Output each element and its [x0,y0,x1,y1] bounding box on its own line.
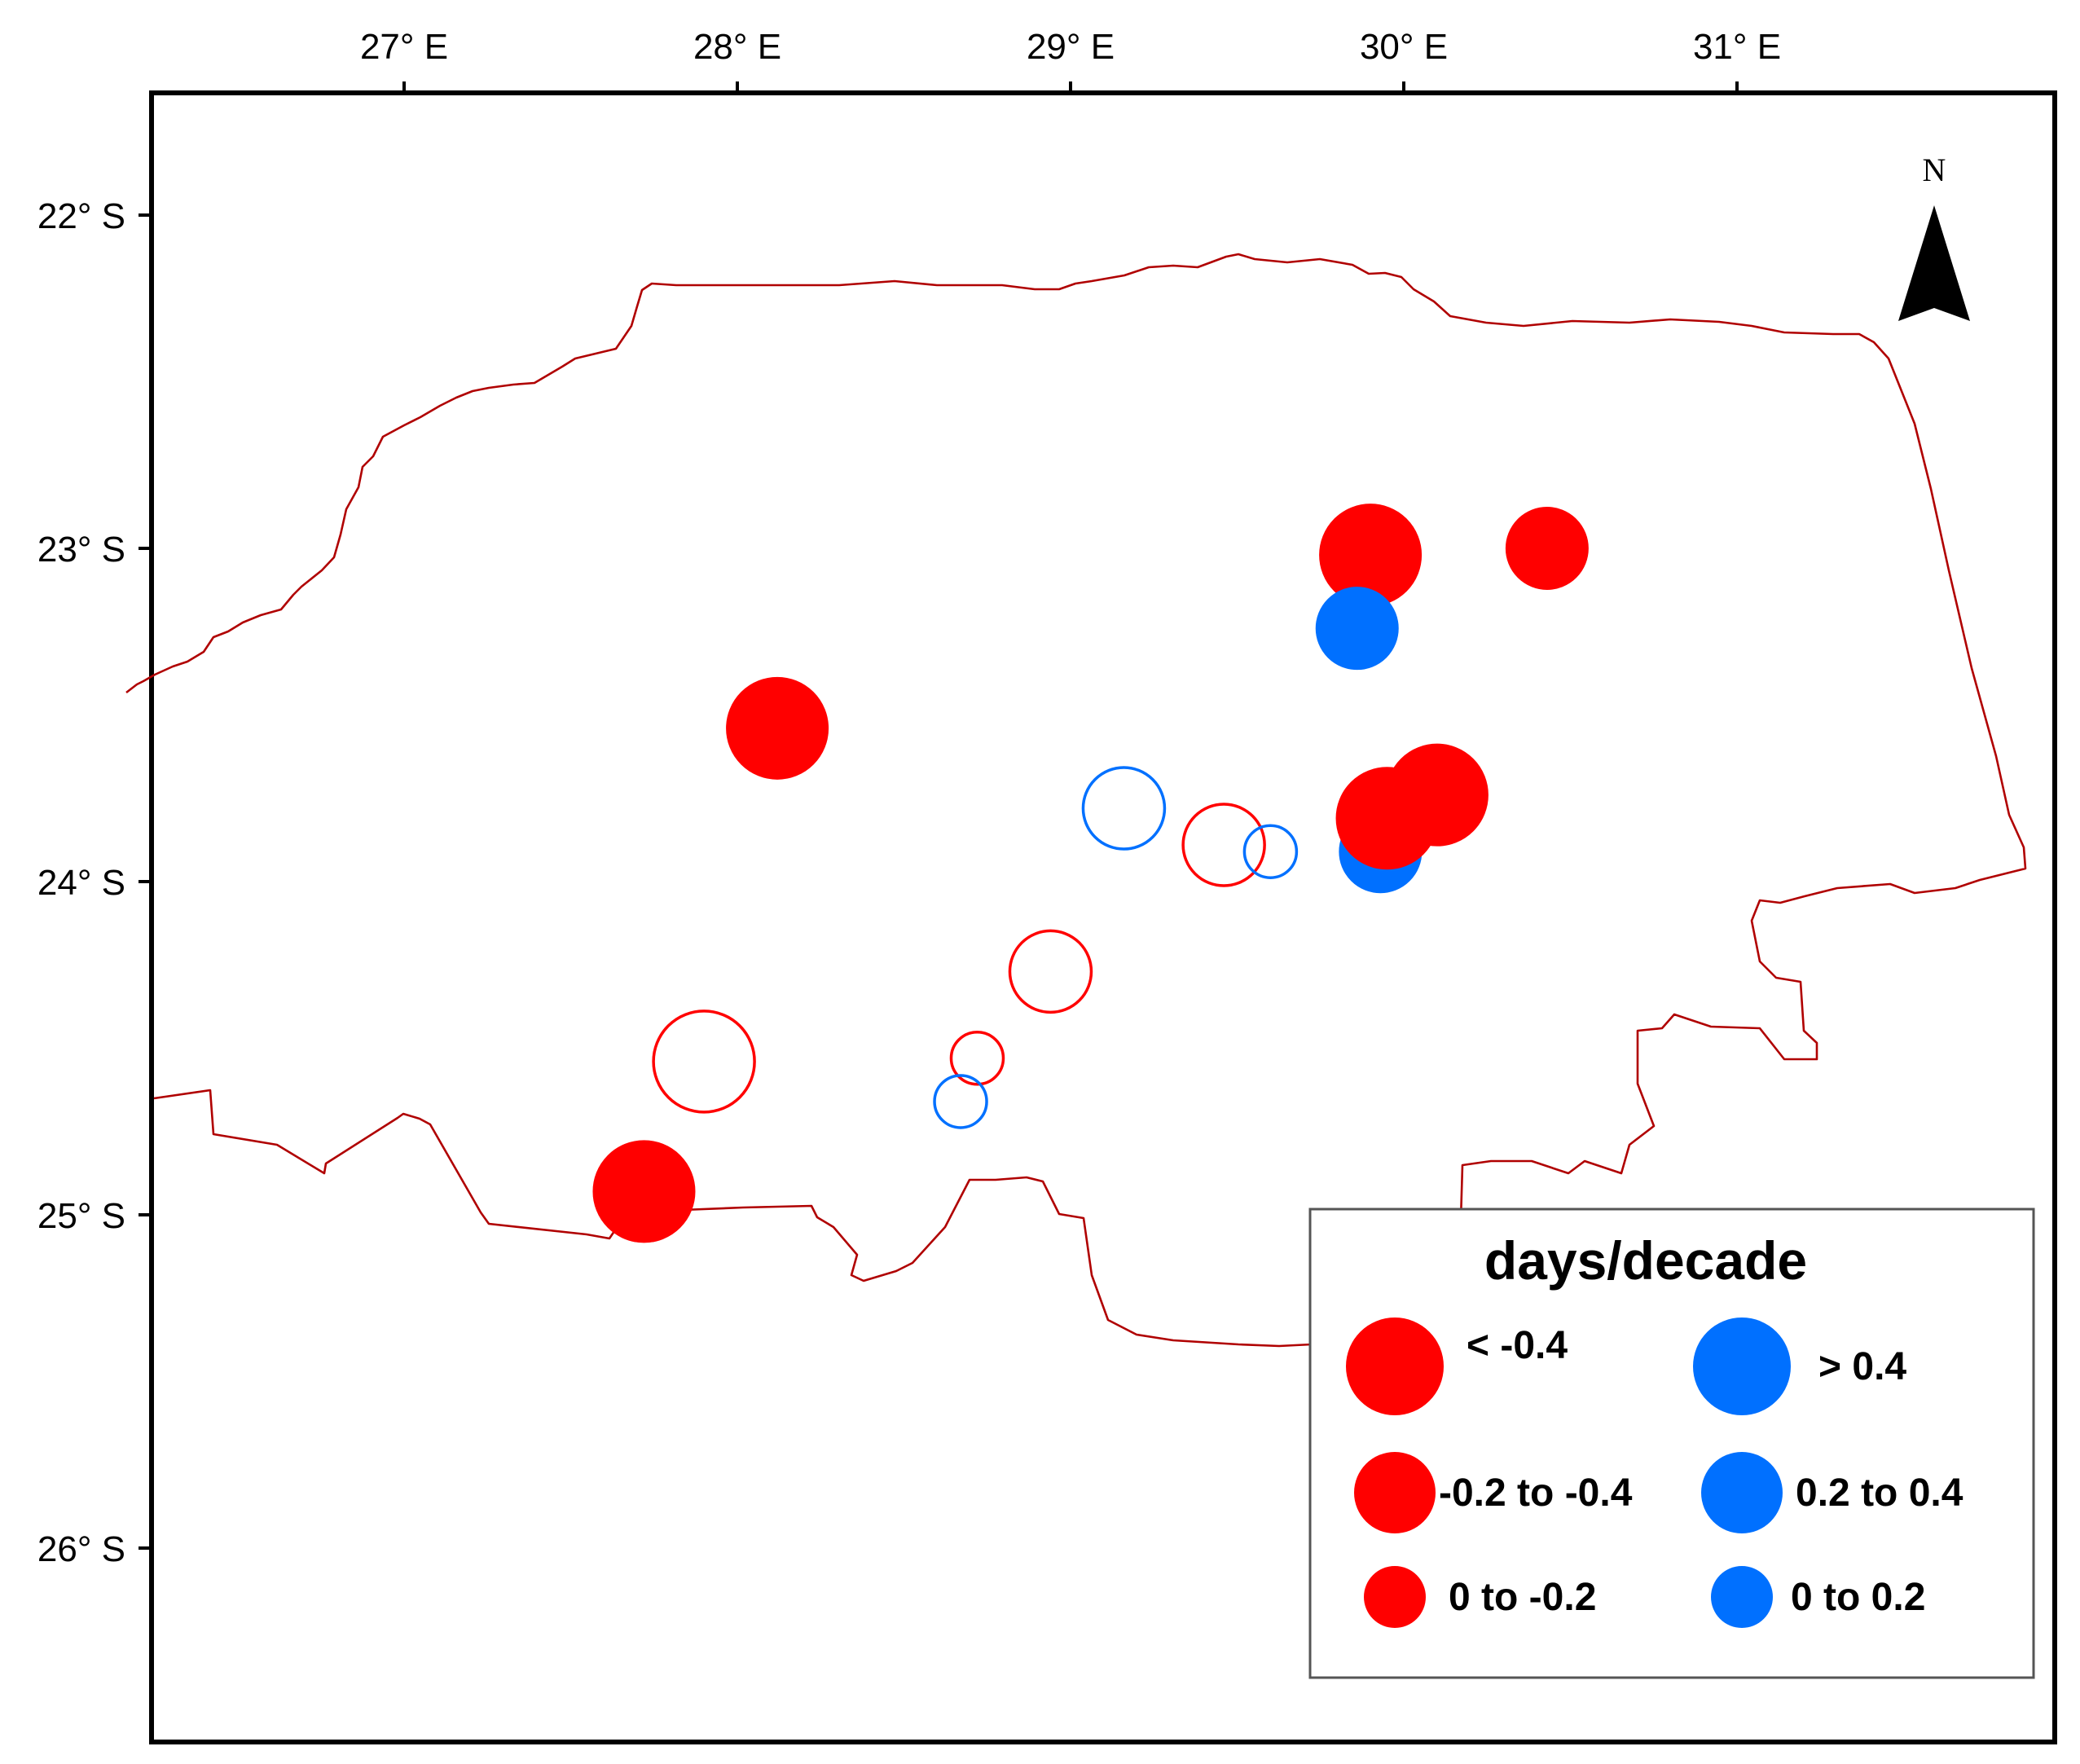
station-marker-negative-filled [592,1140,696,1243]
legend-label: 0 to -0.2 [1449,1576,1596,1619]
lon-tick-label: 27° E [360,27,448,67]
legend-label: -0.2 to -0.4 [1439,1471,1633,1515]
legend-swatch-negative-large [1346,1318,1444,1415]
lon-tick-label: 30° E [1360,27,1448,67]
legend-label: 0 to 0.2 [1791,1576,1925,1619]
station-markers [592,504,1589,1243]
station-marker-positive-hollow [1081,766,1167,851]
lon-tick-label: 31° E [1693,27,1781,67]
legend: days/decade < -0.4 > 0.4 -0.2 to -0.4 0.2 t… [1308,1208,2035,1679]
station-marker-negative-hollow [1008,929,1093,1014]
station-marker-positive-filled [1315,587,1399,671]
station-marker-negative-filled [1335,767,1439,870]
province-boundaries [125,253,2027,1348]
longitude-ticks: 27° E 28° E 29° E 30° E 31° E [360,27,1781,93]
lon-tick-label: 29° E [1027,27,1115,67]
legend-items: < -0.4 > 0.4 -0.2 to -0.4 0.2 to 0.4 0 to -0… [1346,1318,1963,1628]
legend-swatch-negative-small [1364,1566,1426,1628]
legend-title: days/decade [1484,1230,1807,1291]
lat-tick-label: 23° S [37,530,125,570]
legend-label: 0.2 to 0.4 [1796,1471,1963,1515]
limpopo-outline [125,253,2027,1348]
station-marker-positive-hollow [933,1074,988,1129]
station-marker-negative-filled [1505,507,1589,590]
station-marker-negative-hollow [949,1031,1005,1086]
lat-tick-label: 22° S [37,196,125,236]
legend-label: < -0.4 [1467,1324,1568,1367]
station-marker-positive-hollow [1242,824,1299,879]
station-marker-negative-hollow [1181,803,1266,887]
legend-swatch-positive-small [1711,1566,1773,1628]
station-marker-negative-filled [726,676,829,780]
legend-swatch-positive-large [1693,1318,1791,1415]
station-marker-negative-hollow [652,1010,756,1114]
legend-label: > 0.4 [1818,1345,1906,1388]
lat-tick-label: 26° S [37,1529,125,1569]
north-label: N [1923,152,1946,188]
legend-swatch-positive-medium [1701,1452,1783,1533]
latitude-ticks: 22° S 23° S 24° S 25° S 26° S [37,196,152,1569]
lon-tick-label: 28° E [693,27,781,67]
lat-tick-label: 24° S [37,863,125,903]
legend-swatch-negative-medium [1354,1452,1436,1533]
legend-box [1308,1208,2035,1679]
lat-tick-label: 25° S [37,1196,125,1236]
north-arrow: N [1898,152,1970,321]
north-arrow-icon [1898,205,1970,321]
